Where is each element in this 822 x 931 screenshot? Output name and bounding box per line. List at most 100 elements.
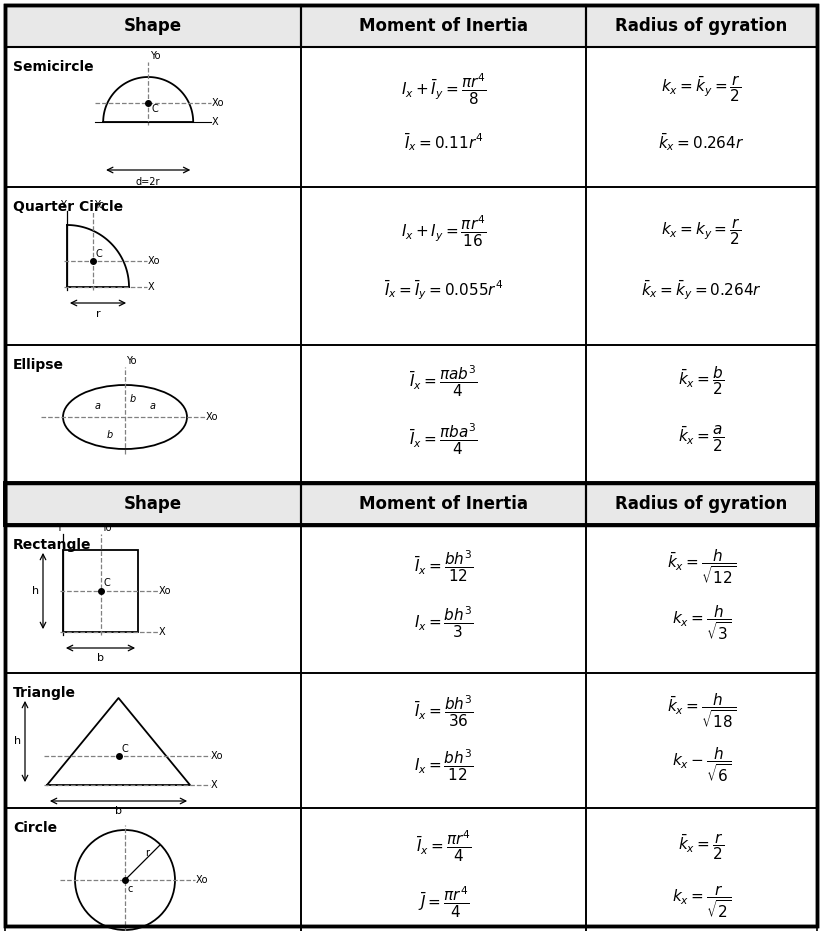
Bar [5, 5, 302, 47]
Text: Xo: Xo [206, 412, 219, 422]
Bar [585, 345, 817, 483]
Bar [585, 47, 817, 187]
Text: Ellipse: Ellipse [13, 358, 64, 372]
Bar [302, 808, 585, 931]
Text: $\bar{k}_x = \dfrac{r}{2}$: $\bar{k}_x = \dfrac{r}{2}$ [678, 831, 724, 862]
Text: $k_x = k_y = \dfrac{r}{2}$: $k_x = k_y = \dfrac{r}{2}$ [661, 216, 741, 247]
Text: X: X [159, 627, 165, 637]
Bar [585, 5, 817, 47]
Bar [585, 808, 817, 931]
Text: r: r [95, 309, 100, 319]
Text: Xo: Xo [196, 875, 209, 885]
Text: b: b [107, 429, 113, 439]
Bar [585, 345, 817, 483]
Bar [5, 808, 302, 931]
Text: C: C [95, 249, 102, 259]
Bar [585, 5, 817, 47]
Bar [5, 483, 302, 525]
Bar [302, 5, 585, 47]
Bar [5, 525, 302, 673]
Text: c: c [127, 884, 132, 894]
Text: Shape: Shape [124, 17, 182, 35]
Text: Circle: Circle [13, 821, 57, 835]
Bar [585, 187, 817, 345]
Text: Xo: Xo [159, 586, 172, 596]
Bar [302, 483, 585, 525]
Text: d=2r: d=2r [136, 177, 160, 187]
Bar [5, 673, 302, 808]
Text: b: b [130, 395, 136, 404]
Text: $\bar{k}_x = \bar{k}_y = 0.264r$: $\bar{k}_x = \bar{k}_y = 0.264r$ [641, 277, 762, 302]
Text: X: X [211, 780, 218, 790]
Bar [5, 525, 302, 673]
Text: $\bar{k}_x = \dfrac{a}{2}$: $\bar{k}_x = \dfrac{a}{2}$ [678, 424, 724, 453]
Text: Moment of Inertia: Moment of Inertia [359, 17, 528, 35]
Text: $\bar{I}_x = \bar{I}_y = 0.055r^4$: $\bar{I}_x = \bar{I}_y = 0.055r^4$ [384, 277, 503, 302]
Text: Radius of gyration: Radius of gyration [615, 17, 787, 35]
Bar [302, 525, 585, 673]
Text: $\bar{I}_x = \dfrac{bh^3}{36}$: $\bar{I}_x = \dfrac{bh^3}{36}$ [413, 693, 473, 729]
Bar [5, 483, 817, 525]
Bar [302, 47, 585, 187]
Bar [5, 345, 302, 483]
Bar [63, 550, 138, 632]
Bar [585, 673, 817, 808]
Text: h: h [14, 736, 21, 747]
Text: Xo: Xo [211, 751, 224, 761]
Bar [302, 47, 585, 187]
Bar [5, 47, 302, 187]
Text: a: a [150, 401, 156, 411]
Text: $\bar{k}_x = \dfrac{b}{2}$: $\bar{k}_x = \dfrac{b}{2}$ [678, 365, 724, 398]
Text: $\bar{I}_x = \dfrac{\pi ab^3}{4}$: $\bar{I}_x = \dfrac{\pi ab^3}{4}$ [409, 363, 478, 398]
Text: Yo: Yo [95, 200, 105, 210]
Text: Shape: Shape [124, 495, 182, 513]
Text: Moment of Inertia: Moment of Inertia [359, 495, 528, 513]
Text: Xo: Xo [148, 256, 160, 265]
Bar [585, 808, 817, 931]
Text: Semicircle: Semicircle [13, 60, 94, 74]
Bar [5, 345, 302, 483]
Text: $k_x = \dfrac{r}{\sqrt{2}}$: $k_x = \dfrac{r}{\sqrt{2}}$ [672, 884, 731, 920]
Text: $\bar{I}_x = \dfrac{\pi ba^3}{4}$: $\bar{I}_x = \dfrac{\pi ba^3}{4}$ [409, 421, 478, 456]
Text: X: X [212, 117, 219, 127]
Bar [585, 187, 817, 345]
Text: Y: Y [60, 200, 66, 210]
Text: b: b [97, 653, 104, 663]
Text: $\bar{k}_x = 0.264r$: $\bar{k}_x = 0.264r$ [658, 131, 745, 153]
Text: Rectangle: Rectangle [13, 538, 91, 552]
Bar [5, 483, 817, 525]
Text: Y: Y [56, 523, 62, 533]
Bar [5, 673, 302, 808]
Bar [302, 525, 585, 673]
Text: X: X [148, 282, 155, 292]
Text: $I_x + \bar{I}_y = \dfrac{\pi r^4}{8}$: $I_x + \bar{I}_y = \dfrac{\pi r^4}{8}$ [400, 72, 487, 107]
Text: $\bar{I}_x = 0.11r^4$: $\bar{I}_x = 0.11r^4$ [404, 131, 483, 153]
Text: Yo: Yo [101, 523, 112, 533]
Text: $k_x - \dfrac{h}{\sqrt{6}}$: $k_x - \dfrac{h}{\sqrt{6}}$ [672, 746, 731, 784]
Text: Quarter Circle: Quarter Circle [13, 200, 123, 214]
Bar [5, 187, 302, 345]
Text: Triangle: Triangle [13, 686, 76, 700]
Text: C: C [104, 578, 110, 588]
Text: $\bar{k}_x = \dfrac{h}{\sqrt{12}}$: $\bar{k}_x = \dfrac{h}{\sqrt{12}}$ [667, 547, 736, 586]
Bar [5, 808, 302, 931]
Bar [585, 483, 817, 525]
Bar [5, 47, 302, 187]
Bar [302, 673, 585, 808]
Text: $\bar{I}_x = \dfrac{bh^3}{12}$: $\bar{I}_x = \dfrac{bh^3}{12}$ [413, 548, 473, 584]
Text: $I_x = \dfrac{bh^3}{12}$: $I_x = \dfrac{bh^3}{12}$ [413, 747, 473, 783]
Text: $\bar{k}_x = \dfrac{h}{\sqrt{18}}$: $\bar{k}_x = \dfrac{h}{\sqrt{18}}$ [667, 692, 736, 730]
Text: Radius of gyration: Radius of gyration [615, 495, 787, 513]
Bar [585, 483, 817, 525]
Text: h: h [32, 586, 39, 596]
Text: $k_x = \bar{k}_y = \dfrac{r}{2}$: $k_x = \bar{k}_y = \dfrac{r}{2}$ [661, 74, 741, 104]
Bar [585, 47, 817, 187]
Bar [585, 673, 817, 808]
Bar [302, 808, 585, 931]
Bar [302, 345, 585, 483]
Bar [302, 483, 585, 525]
Text: $I_x = \dfrac{bh^3}{3}$: $I_x = \dfrac{bh^3}{3}$ [413, 605, 473, 641]
Bar [5, 187, 302, 345]
Bar [302, 673, 585, 808]
Text: a: a [94, 401, 100, 411]
